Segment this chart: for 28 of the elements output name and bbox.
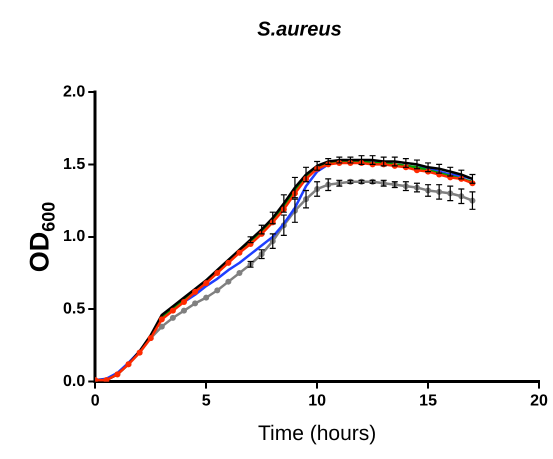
- point: [192, 300, 198, 306]
- point: [180, 298, 187, 305]
- point: [225, 278, 232, 285]
- point: [192, 288, 198, 295]
- point: [236, 250, 242, 256]
- point: [214, 287, 220, 294]
- point: [158, 316, 165, 322]
- y-tick-label: 0.0: [62, 373, 86, 390]
- point: [158, 324, 165, 330]
- chart-title: S.aureus: [257, 18, 342, 41]
- y-tick-label: 0.5: [62, 300, 86, 318]
- x-tick-label: 20: [530, 392, 548, 410]
- x-tick-label: 15: [419, 392, 438, 410]
- point: [180, 308, 187, 314]
- point: [203, 280, 210, 286]
- point: [170, 308, 176, 314]
- point: [236, 270, 242, 276]
- point: [203, 294, 210, 301]
- y-tick-label: 1.5: [62, 156, 86, 173]
- x-tick-label: 0: [90, 392, 100, 410]
- x-tick-label: 5: [202, 392, 211, 410]
- y-tick-label: 1.0: [62, 228, 86, 246]
- x-tick-label: 10: [308, 392, 326, 410]
- point: [170, 314, 176, 321]
- point: [214, 270, 220, 276]
- y-tick-label: 2.0: [62, 83, 86, 100]
- point: [225, 260, 232, 266]
- x-axis-title: Time (hours): [258, 422, 376, 446]
